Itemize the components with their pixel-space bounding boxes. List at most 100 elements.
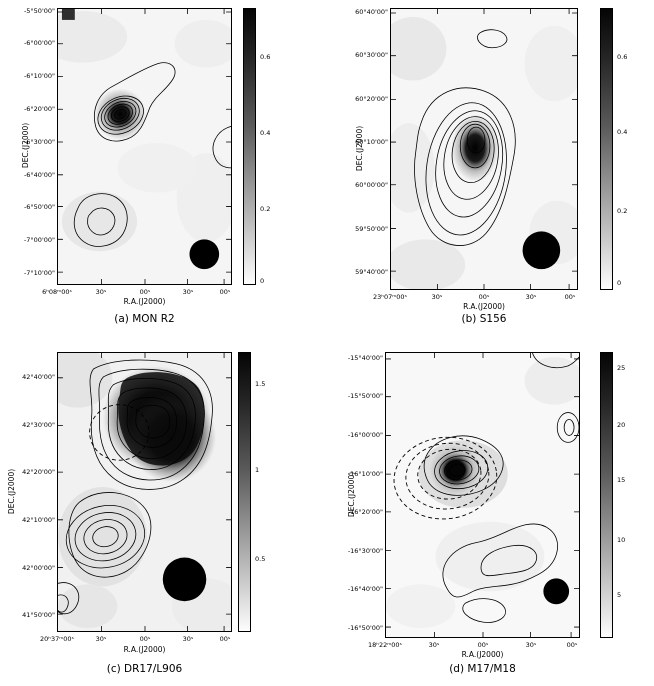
ra-tick-label: 00ˢ <box>564 293 576 301</box>
dec-tick-label: -16°50'00" <box>347 624 383 632</box>
dec-tick-label: -15°50'00" <box>347 392 383 400</box>
contour-layer <box>423 353 579 623</box>
contour-layer <box>73 62 231 247</box>
colorbar-tick-label: 0.4 <box>617 128 628 136</box>
dec-tick-label: 42°40'00" <box>22 373 55 381</box>
dec-tick-label: -6°40'00" <box>23 171 55 179</box>
dec-tick-label: -16°00'00" <box>347 431 383 439</box>
dec-tick-label: -6°00'00" <box>23 39 55 47</box>
ra-tick-label: 00ˢ <box>139 635 151 643</box>
panel-caption: (d) M17/M18 <box>449 663 516 675</box>
panel-d-map <box>386 353 579 637</box>
colorbar-tick-label: 10 <box>617 536 626 544</box>
ra-tick-label: 00ˢ <box>219 288 231 296</box>
panel-b-plot <box>390 8 578 290</box>
colorbar <box>600 352 613 638</box>
dec-tick-label: 60°40'00" <box>355 8 388 16</box>
x-axis-label: R.A.(J2000) <box>123 297 166 306</box>
axis-ticks <box>58 9 231 284</box>
panel-caption: (b) S156 <box>461 313 507 325</box>
dec-tick-label: 42°00'00" <box>22 564 55 572</box>
dec-tick-label: 42°30'00" <box>22 421 55 429</box>
dec-tick-label: 41°50'00" <box>22 611 55 619</box>
dec-tick-label: 60°30'00" <box>355 51 388 59</box>
colorbar-tick-label: 0.4 <box>260 129 271 137</box>
panel-c-plot <box>57 352 232 632</box>
colorbar-tick-label: 20 <box>617 421 626 429</box>
colorbar-tick-label: 5 <box>617 591 622 599</box>
dec-tick-label: -16°30'00" <box>347 547 383 555</box>
colorbar <box>238 352 251 632</box>
ra-tick-label: 23ʰ07ᵐ00ˢ <box>373 293 407 301</box>
contour-layer <box>58 359 213 615</box>
greyscale-layer <box>58 353 231 631</box>
dec-tick-label: 60°00'00" <box>355 181 388 189</box>
ra-tick-label: 30ˢ <box>95 635 107 643</box>
colorbar-tick-label: 15 <box>617 476 626 484</box>
axis-ticks <box>386 353 579 637</box>
dec-tick-label: -5°50'00" <box>23 7 55 15</box>
x-axis-label: R.A.(J2000) <box>461 650 504 659</box>
x-axis-label: R.A.(J2000) <box>123 645 166 654</box>
ra-tick-label: 00ˢ <box>139 288 151 296</box>
dec-tick-label: -6°30'00" <box>23 138 55 146</box>
ra-tick-label: 30ˢ <box>95 288 107 296</box>
dec-tick-label: -16°20'00" <box>347 508 383 516</box>
y-axis-label: DEC.(J2000) <box>355 125 365 172</box>
ra-tick-label: 30ˢ <box>182 635 194 643</box>
axis-ticks <box>58 353 231 631</box>
y-axis-label: DEC.(J2000) <box>21 122 31 169</box>
dec-tick-label: -6°10'00" <box>23 72 55 80</box>
colorbar-tick-label: 0.2 <box>617 207 628 215</box>
ra-tick-label: 6ʰ08ᵐ00ˢ <box>42 288 72 296</box>
colorbar-tick-label: 1.5 <box>255 380 266 388</box>
dec-tick-label: 42°10'00" <box>22 516 55 524</box>
colorbar-tick-label: 25 <box>617 364 626 372</box>
ra-tick-label: 18ʰ22ᵐ00ˢ <box>368 641 402 649</box>
ra-tick-label: 20ʰ37ᵐ00ˢ <box>40 635 74 643</box>
panel-caption: (a) MON R2 <box>114 313 175 325</box>
contour-layer <box>414 29 516 246</box>
dec-tick-label: 59°50'00" <box>355 225 388 233</box>
panel-a-plot <box>57 8 232 285</box>
ra-tick-label: 00ˢ <box>566 641 578 649</box>
colorbar-tick-label: 1 <box>255 466 260 474</box>
dec-tick-label: 60°10'00" <box>355 138 388 146</box>
panel-c-map <box>58 353 231 631</box>
ra-tick-label: 30ˢ <box>525 641 537 649</box>
greyscale-peak <box>451 114 499 182</box>
dec-tick-label: 42°20'00" <box>22 468 55 476</box>
ra-tick-label: 30ˢ <box>182 288 194 296</box>
colorbar <box>600 8 613 290</box>
beam-circle <box>522 231 561 270</box>
y-axis-label: DEC.(J2000) <box>347 471 357 518</box>
colorbar <box>243 8 256 285</box>
dec-tick-label: -16°40'00" <box>347 585 383 593</box>
colorbar-tick-label: 0 <box>617 279 622 287</box>
ra-tick-label: 00ˢ <box>219 635 231 643</box>
ra-tick-label: 30ˢ <box>428 641 440 649</box>
panel-d-plot <box>385 352 580 638</box>
colorbar-tick-label: 0.6 <box>260 53 271 61</box>
ra-tick-label: 30ˢ <box>431 293 443 301</box>
y-axis-label: DEC.(J2000) <box>7 468 17 515</box>
ra-tick-label: 00ˢ <box>478 293 490 301</box>
x-axis-label: R.A.(J2000) <box>463 302 505 311</box>
dec-tick-label: 59°40'00" <box>355 268 388 276</box>
dec-tick-label: -7°10'00" <box>23 269 55 277</box>
panel-caption: (c) DR17/L906 <box>106 663 183 675</box>
dec-tick-label: -15°40'00" <box>347 354 383 362</box>
dec-tick-label: -7°00'00" <box>23 236 55 244</box>
dec-tick-label: -6°20'00" <box>23 105 55 113</box>
beam-circle <box>543 578 570 605</box>
greyscale-peak <box>94 88 146 141</box>
colorbar-tick-label: 0 <box>260 277 265 285</box>
beam-circle <box>162 557 207 602</box>
dec-tick-label: 60°20'00" <box>355 95 388 103</box>
dec-tick-label: -6°50'00" <box>23 203 55 211</box>
dec-tick-label: -16°10'00" <box>347 470 383 478</box>
ra-tick-label: 30ˢ <box>525 293 537 301</box>
panel-a-map <box>58 9 231 284</box>
beam-circle <box>189 239 220 270</box>
